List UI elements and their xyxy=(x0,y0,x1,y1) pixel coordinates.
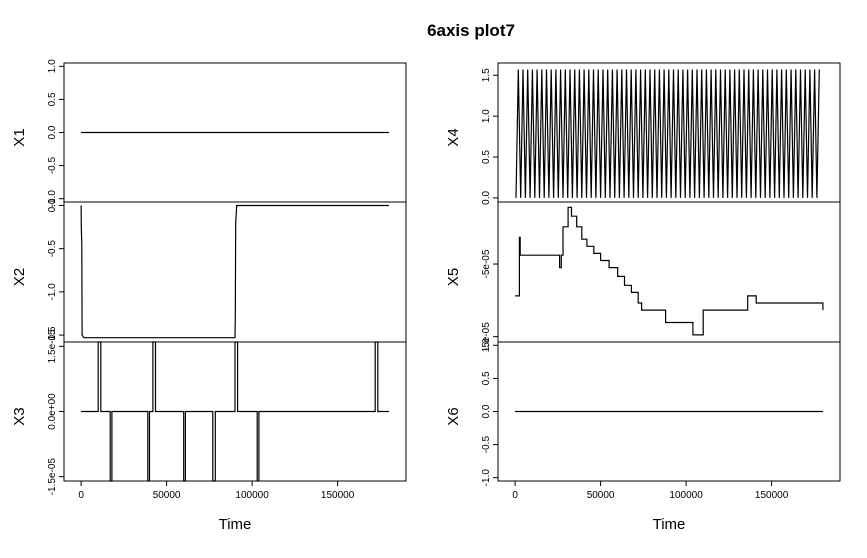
y-tick-label: -5e-05 xyxy=(481,249,492,278)
y-axis-label: X2 xyxy=(11,268,28,286)
y-tick-label: 0.0 xyxy=(481,404,492,418)
x-tick-label: 50000 xyxy=(153,490,181,501)
y-axis-label: X6 xyxy=(445,407,462,425)
y-axis-label: X3 xyxy=(11,407,28,425)
chart-title: 6axis plot7 xyxy=(427,21,515,40)
y-tick-label: -1.0 xyxy=(481,469,492,487)
x-tick-label: 150000 xyxy=(755,490,789,501)
y-axis-label: X1 xyxy=(11,128,28,146)
panel-x1: -1.0 -0.5 0.0 0.5 1.0 X1 xyxy=(11,59,407,208)
y-tick-label: 1.0 xyxy=(47,59,58,73)
y-axis-label: X5 xyxy=(445,268,462,286)
y-tick-label: 0.0 xyxy=(481,191,492,205)
y-tick-label: -1.0 xyxy=(47,190,58,208)
panel-x2: -1.5 -1.0 -0.5 0.0 X2 xyxy=(11,198,407,344)
y-tick-label: 1.0 xyxy=(481,109,492,123)
y-tick-label: 0.0 xyxy=(47,198,58,212)
panel-x6: -1.0 -0.5 0.0 0.5 1.0 X6 0 50000 100000 150000 Tim… xyxy=(445,338,841,533)
y-tick-label: 1.5 xyxy=(481,68,492,82)
y-tick-label: -0.5 xyxy=(481,436,492,454)
y-tick-label: 1.0 xyxy=(481,338,492,352)
series-line-x3 xyxy=(81,341,389,482)
panel-x4: 0.0 0.5 1.0 1.5 X4 xyxy=(445,62,841,205)
y-tick-label: -0.5 xyxy=(47,240,58,258)
panel-x3: -1.5e-05 0.0e+00 1.5e-05 X3 0 50000 100000 1500… xyxy=(11,329,407,533)
y-tick-label: 1.5e-05 xyxy=(47,329,58,363)
x-tick-label: 100000 xyxy=(669,490,703,501)
y-tick-label: -1.5e-05 xyxy=(47,458,58,496)
y-tick-label: -1.0 xyxy=(47,283,58,301)
x-axis-label: Time xyxy=(219,516,252,533)
y-tick-label: 0.5 xyxy=(481,150,492,164)
panels: -1.0-0.50.00.51.0X1-1.5-1.0-0.50.0X2-1.5… xyxy=(11,59,841,533)
series-line-x5 xyxy=(515,206,824,336)
x-tick-label: 0 xyxy=(78,490,84,501)
y-tick-label: 0.5 xyxy=(481,371,492,385)
y-tick-label: -5e-05 xyxy=(481,322,492,351)
x-tick-label: 150000 xyxy=(321,490,355,501)
panel-x5: -5e-05 -5e-05 X5 xyxy=(445,201,841,351)
x-axis-label: Time xyxy=(653,516,686,533)
y-tick-label: 0.0 xyxy=(47,125,58,139)
y-tick-label: 0.0e+00 xyxy=(47,393,58,430)
x-tick-label: 50000 xyxy=(587,490,615,501)
y-axis-label: X4 xyxy=(445,128,462,146)
series-line-x4 xyxy=(515,69,820,198)
x-tick-label: 100000 xyxy=(235,490,269,501)
y-tick-label: -1.5 xyxy=(47,326,58,344)
y-tick-label: 0.5 xyxy=(47,92,58,106)
x-tick-label: 0 xyxy=(512,490,518,501)
panel-frame xyxy=(497,201,841,343)
y-tick-label: -0.5 xyxy=(47,157,58,175)
series-line-x2 xyxy=(80,204,389,339)
